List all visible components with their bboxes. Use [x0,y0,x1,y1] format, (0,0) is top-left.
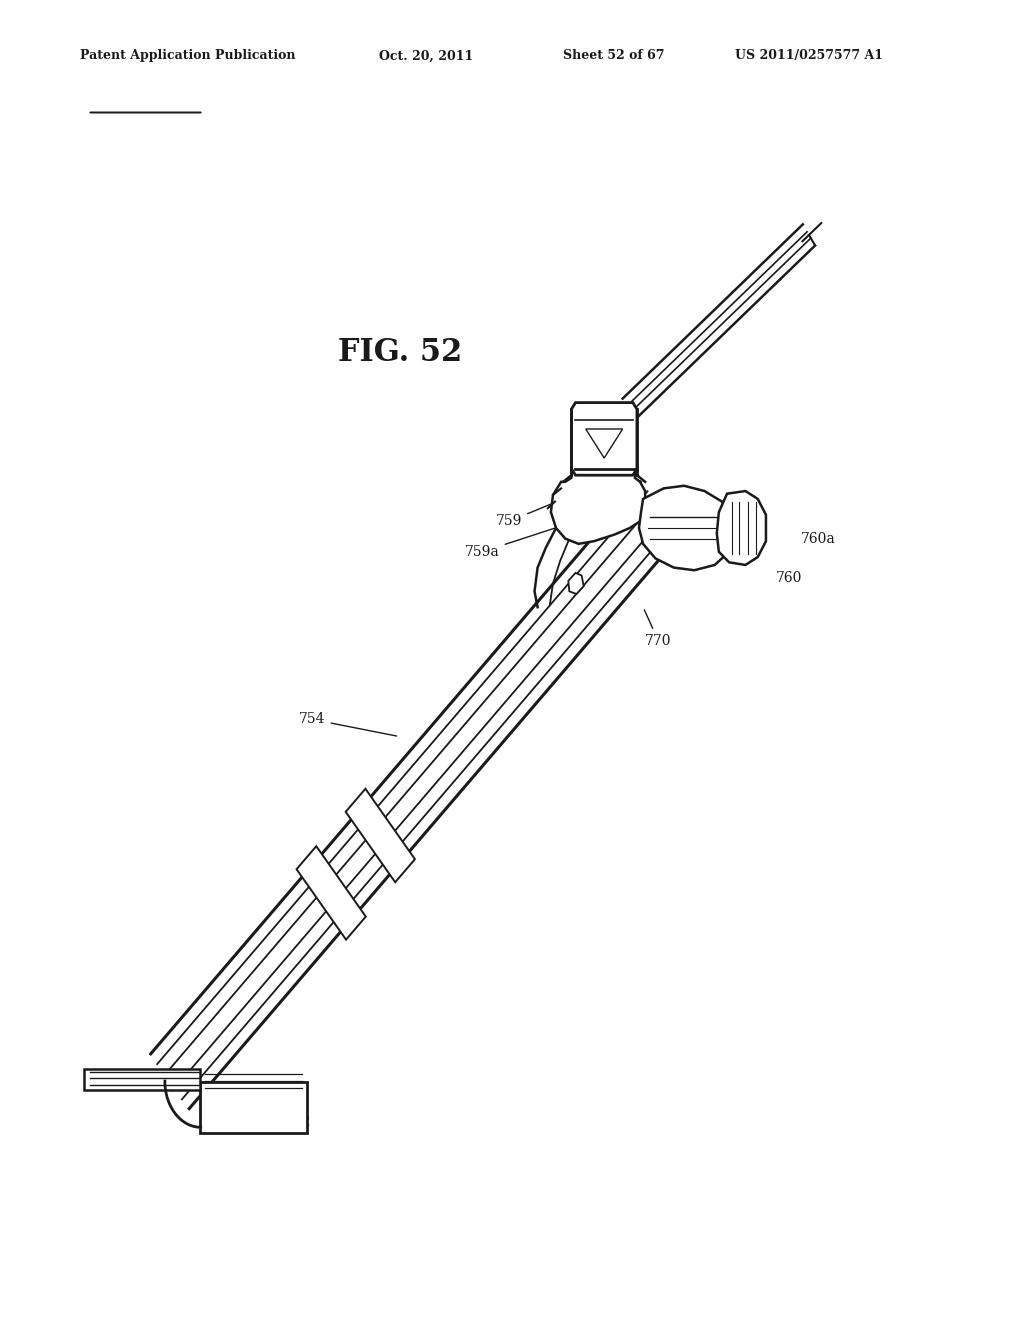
Text: Sheet 52 of 67: Sheet 52 of 67 [563,49,665,62]
Polygon shape [200,1082,307,1133]
Polygon shape [639,486,735,570]
Polygon shape [297,846,366,940]
Polygon shape [84,1069,200,1090]
Text: 754: 754 [299,713,396,737]
Text: Oct. 20, 2011: Oct. 20, 2011 [379,49,473,62]
Text: 772: 772 [256,1088,311,1130]
Polygon shape [568,573,584,594]
Polygon shape [571,403,637,475]
Polygon shape [551,469,645,544]
Polygon shape [586,429,623,458]
Text: 759a: 759a [465,523,572,558]
Text: 760a: 760a [801,532,836,545]
Polygon shape [717,491,766,565]
Text: 760: 760 [776,572,803,585]
Text: FIG. 52: FIG. 52 [338,337,462,367]
Text: Patent Application Publication: Patent Application Publication [80,49,295,62]
Text: US 2011/0257577 A1: US 2011/0257577 A1 [735,49,884,62]
Text: 770: 770 [644,610,672,648]
Text: 759: 759 [496,490,586,528]
Polygon shape [346,789,415,882]
